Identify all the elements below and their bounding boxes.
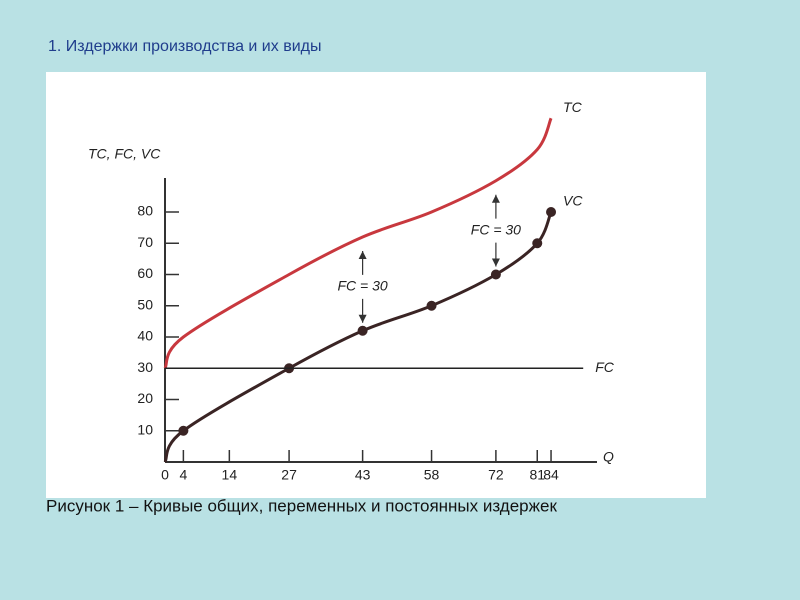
y-tick-label: 70	[137, 234, 153, 250]
point	[546, 207, 557, 217]
x-tick-label: 81	[529, 467, 545, 483]
line	[163, 117, 553, 370]
slide-title: 1. Издержки производства и их виды	[48, 38, 321, 55]
point	[426, 300, 437, 311]
x-tick-label: 0	[161, 467, 169, 483]
y-axis-title: TC, FC, VC	[88, 146, 161, 162]
annotation: FC = 30	[338, 278, 388, 294]
x-tick-label: 27	[281, 467, 297, 483]
x-axis-title: Q	[603, 449, 614, 465]
x-tick-label: 4	[179, 467, 187, 483]
y-tick-label: 80	[137, 203, 153, 219]
x-tick-label: 72	[488, 467, 504, 483]
y-tick-label: 60	[137, 265, 153, 281]
point	[357, 325, 368, 336]
arrowhead	[491, 194, 500, 203]
annotation: FC = 30	[471, 221, 521, 237]
y-tick-label: 40	[137, 328, 153, 344]
y-tick-label: 10	[137, 421, 153, 437]
y-tick-label: 20	[137, 390, 153, 406]
y-tick-label: 50	[137, 296, 153, 312]
arrowhead	[358, 251, 367, 259]
arrowhead	[358, 314, 367, 323]
series-label: VC	[563, 193, 583, 209]
x-tick-label: 14	[222, 467, 238, 483]
figure-background	[46, 72, 706, 498]
point	[178, 425, 189, 436]
x-tick-label: 84	[543, 467, 559, 483]
x-tick-label: 58	[424, 467, 440, 483]
arrowhead	[491, 258, 500, 267]
series-label: TC	[563, 99, 583, 115]
caption: Рисунок 1 – Кривые общих, переменных и п…	[46, 496, 557, 515]
point	[532, 238, 543, 249]
series-label: FC	[595, 359, 615, 375]
x-tick-label: 43	[355, 467, 371, 483]
point	[490, 269, 501, 280]
y-tick-label: 30	[137, 359, 153, 375]
line	[163, 211, 553, 463]
